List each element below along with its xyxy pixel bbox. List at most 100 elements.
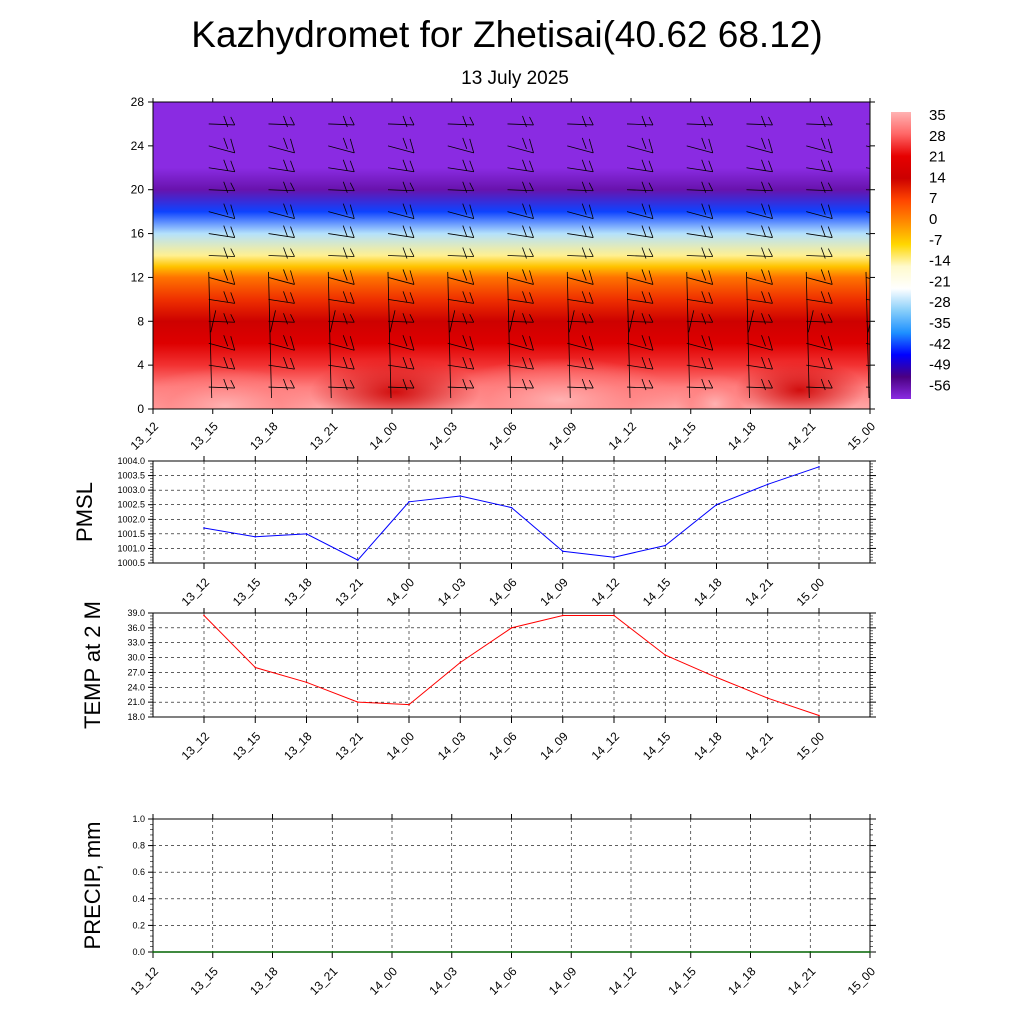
wind-barb [462,269,468,281]
wind-barb [462,137,468,149]
data-point [152,951,154,953]
wind-barb [686,123,713,126]
wind-barb-column [268,115,295,399]
wind-barb [701,291,707,303]
wind-barb [806,123,833,126]
wind-barb [522,335,527,347]
wind-barb [522,269,527,281]
x-tick-label: 13_18 [281,575,315,609]
wind-barb [881,226,885,237]
wind-barb [529,314,534,323]
wind-barb [806,233,833,238]
data-point [450,951,453,953]
x-tick-label: 13_18 [247,964,281,998]
y-tick-label: 1.0 [132,814,145,824]
x-tick-label: 14_00 [384,729,418,763]
data-point [510,951,513,953]
wind-barb [529,336,534,351]
wind-barb [469,358,475,370]
wind-barb [469,182,475,191]
wind-barb [522,291,527,303]
wind-barb [469,314,475,323]
cross-section-panel: 0 4 8 12 16 20 24 28 13_12 13_15 13_18 13_21 14_00 14… [128,95,885,453]
wind-barb [626,298,654,304]
wind-barb [462,335,468,347]
wind-barb [581,115,587,128]
x-tick-label: 14_21 [742,729,776,763]
wind-barb [387,298,415,304]
wind-barb [701,335,707,347]
wind-barb [402,137,408,149]
wind-barb [820,313,826,325]
wind-barb [223,378,229,391]
wind-barb [641,247,647,259]
x-tick-label: 14_12 [606,419,640,453]
wind-barb [581,335,587,347]
wind-barb [641,137,647,149]
wind-barb [806,277,833,285]
wind-barb [208,145,235,154]
x-tick-label: 14_06 [486,575,520,609]
wind-barb [387,277,415,285]
wind-barb [820,291,826,303]
data-point [766,697,769,699]
wind-barb [648,270,654,285]
data-point [305,533,308,535]
wind-barb [283,291,288,303]
wind-barb [746,123,773,126]
wind-barb [223,247,229,259]
wind-barb [507,123,534,126]
wind-barb [827,160,833,172]
wind-barb [686,271,691,399]
wind-barb [881,248,885,259]
surface-coolspot [735,360,865,409]
wind-barb [708,116,714,126]
wind-barb [507,386,534,389]
x-tick-label: 14_18 [725,419,759,453]
wind-barb [409,226,415,238]
wind-barb [342,159,348,171]
wind-barb [342,115,348,128]
wind-barb [867,321,870,333]
wind-barb [641,269,647,281]
wind-barb [349,116,355,126]
x-tick-label: 14_06 [486,964,520,998]
wind-barb [626,211,654,220]
wind-barb [447,211,474,220]
wind-barb [283,115,288,128]
wind-barb [581,378,587,391]
x-tick-label: 14_21 [742,575,776,609]
wind-barb [746,167,773,173]
wind-barb [529,270,534,285]
wind-barb [290,379,295,389]
y-tick-label: 0.8 [132,841,145,851]
wind-barb [349,358,355,370]
wind-barb [208,123,235,126]
wind-barb-column [746,115,773,399]
wind-barb [686,189,713,192]
wind-barb [686,277,713,285]
wind-barb [806,386,833,389]
wind-barb [688,310,695,333]
wind-barb [328,189,355,192]
wind-barb [641,115,647,128]
wind-barb [290,358,295,370]
wind-barb [349,204,355,219]
wind-barb [230,270,236,285]
wind-barb [746,145,773,154]
wind-barb [567,364,594,370]
wind-barb [349,182,355,191]
x-tick-label: 13_21 [307,419,341,453]
wind-barb-column [327,115,355,399]
wind-barb [581,313,587,325]
wind-barb [827,292,833,304]
wind-barb [507,271,511,399]
wind-barb [761,378,766,391]
data-point [254,666,257,669]
wind-barb [768,160,773,172]
wind-barb [827,358,833,370]
wind-barb-column [208,115,236,399]
wind-barb [588,116,594,126]
y-tick-label: 39.0 [127,608,145,618]
wind-barb-column [566,115,594,399]
